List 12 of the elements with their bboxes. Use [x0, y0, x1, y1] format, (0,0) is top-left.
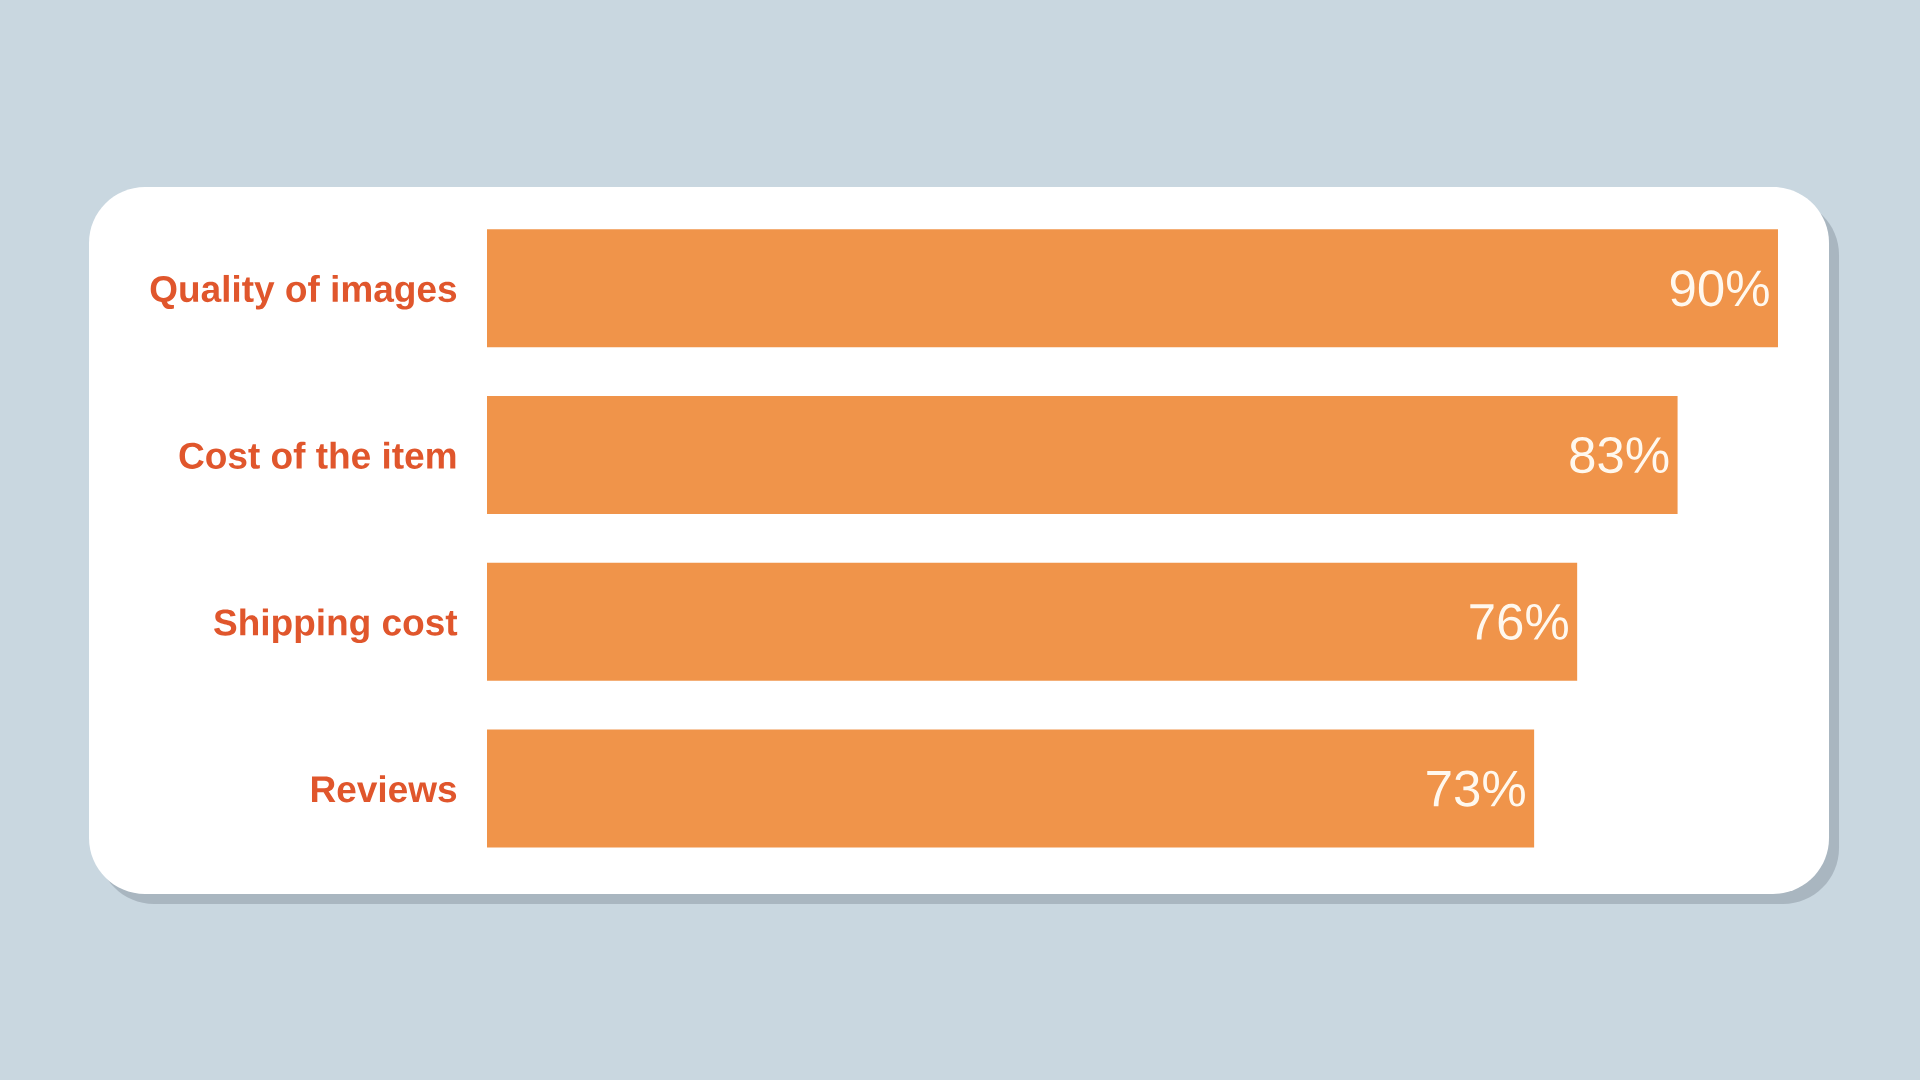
bar	[487, 229, 1778, 348]
bar	[487, 729, 1535, 848]
data-label: 76%	[1470, 603, 1568, 640]
bar	[487, 396, 1678, 515]
y-tick-label: Reviews	[312, 775, 457, 803]
data-label: 90%	[1670, 270, 1769, 307]
data-label: 73%	[1427, 770, 1525, 807]
y-tick-label: Cost of the item	[179, 441, 456, 469]
y-tick-label: Quality of images	[150, 274, 457, 310]
data-label: 83%	[1570, 437, 1669, 474]
bar	[487, 562, 1578, 681]
y-tick-label: Shipping cost	[214, 608, 458, 644]
